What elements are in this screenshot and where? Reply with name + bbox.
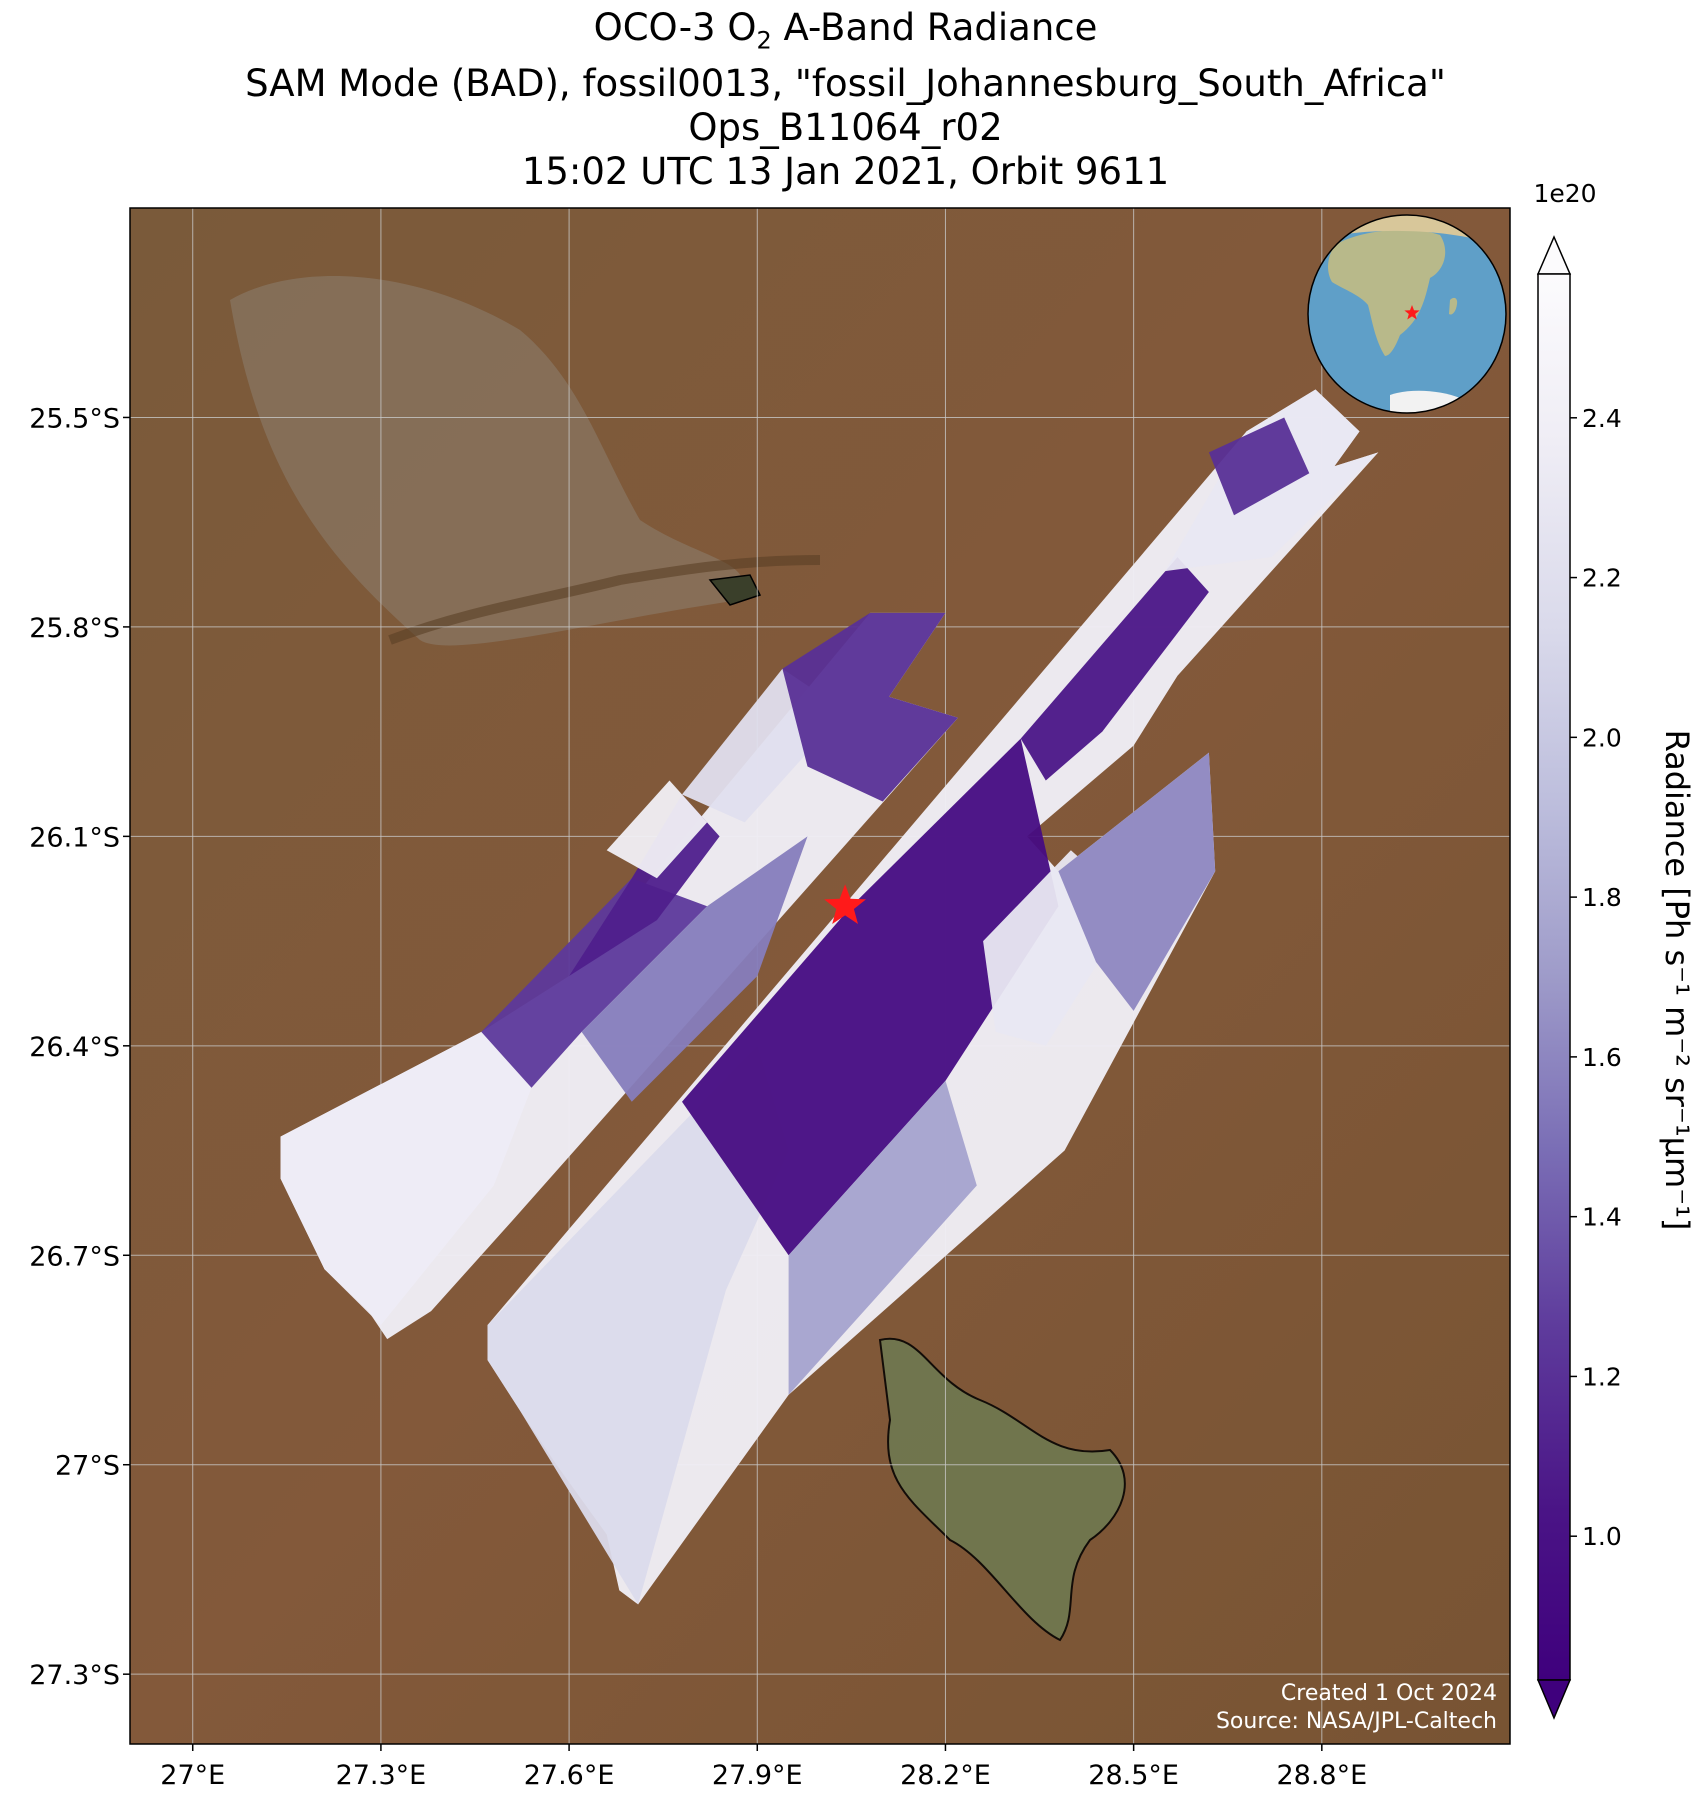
lat-tick-label-1: 25.8°S xyxy=(29,613,120,644)
small-lake xyxy=(708,574,762,606)
colorbar-label: Radiance [Ph s⁻¹ m⁻² sr⁻¹μm⁻¹] xyxy=(1658,730,1691,1231)
madagascar xyxy=(1449,297,1458,315)
target-layer xyxy=(824,884,866,924)
swath-1-region-0 xyxy=(487,1045,789,1605)
created-date: Created 1 Oct 2024 xyxy=(1281,1681,1497,1706)
latitude-ticks: 25.5°S 25.8°S 26.1°S 26.4°S 26.7°S 27°S 27.3°S xyxy=(29,403,130,1691)
lon-tick-label-0: 27°E xyxy=(160,1760,225,1791)
colorbar-scale-note: 1e20 xyxy=(1533,179,1596,208)
swath-1-region-7 xyxy=(788,1080,977,1395)
chart-title: OCO-3 O2 A-Band Radiance SAM Mode (BAD),… xyxy=(0,6,1691,194)
colorbar-tick-label-0: 1.0 xyxy=(1582,1522,1622,1551)
lat-tick-label-4: 26.7°S xyxy=(29,1241,120,1272)
lon-tick-label-4: 28.2°E xyxy=(900,1760,991,1791)
source-credit: Source: NASA/JPL-Caltech xyxy=(1216,1709,1497,1734)
lon-tick-label-5: 28.5°E xyxy=(1088,1760,1179,1791)
globe-inset xyxy=(1307,214,1507,414)
colorbar-tick-label-3: 1.6 xyxy=(1582,1043,1622,1072)
swath-1-region-4 xyxy=(1208,417,1310,516)
swath-1-region-2 xyxy=(1020,557,1209,781)
lat-tick-label-6: 27.3°S xyxy=(29,1660,120,1691)
colorbar-tick-label-7: 2.4 xyxy=(1582,404,1622,433)
swath-1-region-1 xyxy=(682,738,1059,1256)
swath-0-region-5 xyxy=(782,612,958,802)
lon-tick-label-1: 27.3°E xyxy=(336,1760,427,1791)
lon-tick-label-3: 27.9°E xyxy=(712,1760,803,1791)
radiance-swaths xyxy=(280,389,1379,1605)
title-line-3: Ops_B11064_r02 xyxy=(688,106,1003,150)
colorbar-ticks: 1.0 1.2 1.4 1.6 1.8 2.0 2.2 2.4 xyxy=(1570,404,1622,1551)
longitude-ticks: 27°E 27.3°E 27.6°E 27.9°E 28.2°E 28.5°E 28.8°E xyxy=(160,1744,1367,1791)
lat-tick-label-5: 27°S xyxy=(55,1451,120,1482)
lat-tick-label-0: 25.5°S xyxy=(29,403,120,434)
title-line-2: SAM Mode (BAD), fossil0013, "fossil_Joha… xyxy=(245,62,1446,106)
title-line-4: 15:02 UTC 13 Jan 2021, Orbit 9611 xyxy=(521,150,1170,194)
swath-0-region-1 xyxy=(481,878,708,1088)
swath-0-region-3 xyxy=(606,780,708,879)
colorbar-tick-label-1: 1.2 xyxy=(1582,1362,1622,1391)
swath-0-region-6 xyxy=(581,836,808,1102)
lat-tick-label-3: 26.4°S xyxy=(29,1032,120,1063)
colorbar: 1.0 1.2 1.4 1.6 1.8 2.0 2.2 2.4 1e20 Radiance [… xyxy=(1533,179,1691,1720)
swath-1-region-6 xyxy=(1058,752,1216,1011)
map-frame xyxy=(129,207,1511,1745)
dam-reservoir xyxy=(878,1337,1126,1642)
title-line-1: OCO-3 O2 A-Band Radiance xyxy=(593,6,1098,55)
lon-tick-label-2: 27.6°E xyxy=(524,1760,615,1791)
globe-target-star xyxy=(1404,305,1420,320)
colorbar-tick-label-2: 1.4 xyxy=(1582,1203,1622,1232)
colorbar-tick-label-6: 2.2 xyxy=(1582,564,1622,593)
africa-continent xyxy=(1328,229,1446,356)
ridge-line xyxy=(388,555,821,645)
europe-landmass xyxy=(1340,215,1480,240)
colorbar-tick-label-5: 2.0 xyxy=(1582,723,1622,752)
colorbar-tick-label-4: 1.8 xyxy=(1582,883,1622,912)
target-star xyxy=(824,884,866,924)
urban-area xyxy=(230,276,744,646)
globe-outline xyxy=(1307,214,1507,414)
colorbar-bar xyxy=(1537,273,1571,1681)
lat-tick-label-2: 26.1°S xyxy=(29,822,120,853)
colorbar-extend-min xyxy=(1536,1679,1572,1720)
swath-0-region-0 xyxy=(280,1031,532,1326)
lon-tick-label-6: 28.8°E xyxy=(1276,1760,1367,1791)
colorbar-extend-max xyxy=(1536,235,1572,275)
